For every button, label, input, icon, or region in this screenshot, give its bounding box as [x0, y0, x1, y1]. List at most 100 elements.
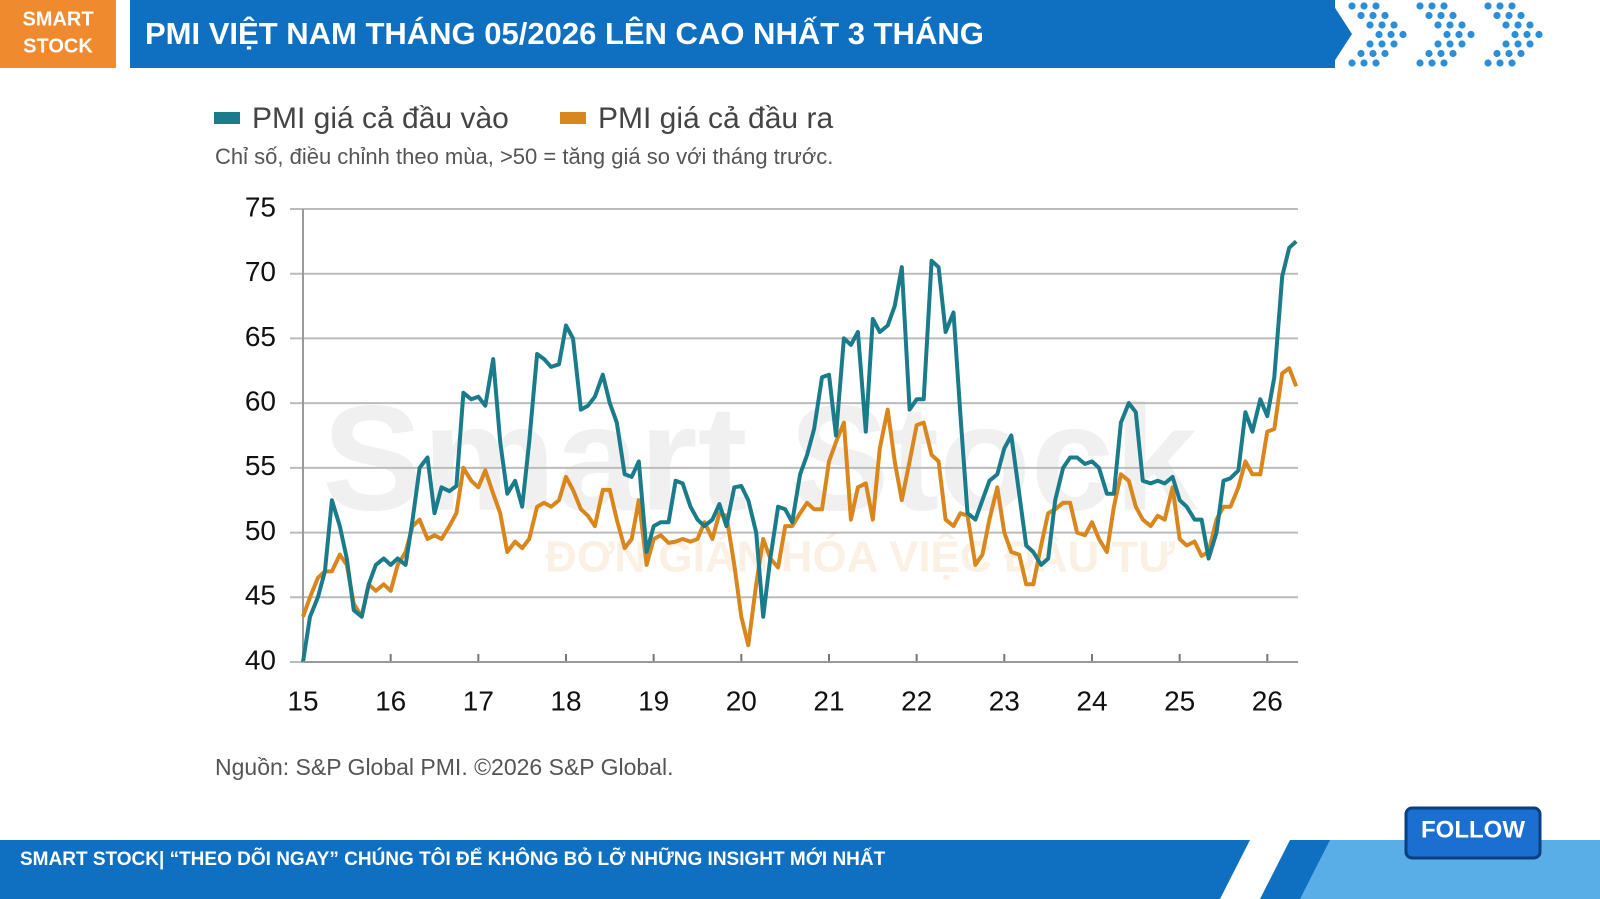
chevron-dot — [1523, 30, 1531, 39]
chevron-dot — [1360, 59, 1368, 67]
chevron-dot — [1366, 21, 1374, 29]
chevron-dot — [1387, 30, 1395, 39]
chevron-dot — [1455, 30, 1463, 39]
chevron-dot — [1372, 59, 1380, 67]
chevron-dot — [1493, 49, 1501, 58]
watermark-tagline: ĐƠN GIẢN HÓA VIỆC ĐẦU TƯ — [545, 532, 1175, 582]
x-tick-label: 19 — [638, 685, 669, 716]
chevron-dot — [1375, 30, 1383, 39]
plot-area: 40 45 50 55 60 65 70 75 15 16 17 18 19 20 21 22 23 24 25 26 — [245, 191, 1299, 716]
chevron-dot — [1502, 21, 1510, 29]
x-tick-label: 24 — [1076, 685, 1107, 716]
x-tick-label: 26 — [1252, 685, 1283, 716]
series-line — [301, 366, 1299, 648]
chevron-dot — [1514, 21, 1522, 29]
y-tick-label: 45 — [245, 580, 276, 611]
chevron-dot — [1517, 11, 1525, 20]
chevron-dot — [1372, 2, 1380, 10]
chevron-dot — [1484, 59, 1492, 67]
chevron-dot — [1502, 40, 1510, 48]
chevron-dot — [1390, 40, 1398, 48]
chevron-dot — [1496, 59, 1504, 67]
chevron-dot — [1517, 49, 1525, 58]
chevron-dot — [1535, 30, 1543, 39]
x-tick-label: 16 — [375, 685, 406, 716]
chevron-dot — [1348, 2, 1356, 10]
chevron-dot — [1514, 40, 1522, 48]
chevron-dot — [1440, 59, 1448, 67]
chevron-dot — [1425, 49, 1433, 58]
chevron-dot — [1348, 59, 1356, 67]
footer-text: SMART STOCK| “THEO DÕI NGAY” CHÚNG TÔI Đ… — [20, 848, 886, 870]
chevron-dot — [1378, 40, 1386, 48]
chevron-dot — [1434, 21, 1442, 29]
chevron-dot — [1446, 40, 1454, 48]
header-bar — [130, 0, 1335, 68]
chevron-dot — [1369, 11, 1377, 20]
x-tick-label: 25 — [1164, 685, 1195, 716]
chevron-dot — [1505, 11, 1513, 20]
chevron-dot — [1458, 40, 1466, 48]
x-tick-label: 15 — [287, 685, 318, 716]
follow-button-label[interactable]: FOLLOW — [1421, 816, 1525, 843]
legend-swatch — [214, 112, 240, 124]
chevron-dot — [1378, 21, 1386, 29]
y-tick-label: 60 — [245, 386, 276, 417]
chevron-dot — [1360, 2, 1368, 10]
chevron-dot — [1484, 2, 1492, 10]
chevron-dot — [1511, 30, 1519, 39]
y-tick-label: 75 — [245, 191, 276, 222]
follow-button[interactable] — [1404, 806, 1542, 860]
chevron-dot — [1446, 21, 1454, 29]
series-line — [301, 239, 1298, 663]
chevron-decoration — [1348, 2, 1543, 67]
chevron-dot — [1416, 2, 1424, 10]
chevron-dot — [1449, 49, 1457, 58]
chevron-dot — [1526, 40, 1534, 48]
chevron-dot — [1425, 11, 1433, 20]
chevron-dot — [1467, 30, 1475, 39]
x-tick-label: 20 — [726, 685, 757, 716]
chevron-dot — [1505, 49, 1513, 58]
legend-swatch — [560, 112, 586, 124]
chevron-dot — [1437, 11, 1445, 20]
y-tick-label: 55 — [245, 450, 276, 481]
chevron-dot — [1369, 49, 1377, 58]
chevron-dot — [1390, 21, 1398, 29]
chevron-dot — [1508, 59, 1516, 67]
chart-source: Nguồn: S&P Global PMI. ©2026 S&P Global. — [215, 754, 673, 780]
chevron-dot — [1357, 11, 1365, 20]
chevron-dot — [1366, 40, 1374, 48]
logo-box — [0, 0, 116, 68]
footer-stripe — [1220, 840, 1290, 899]
x-tick-label: 23 — [989, 685, 1020, 716]
chart-subtitle: Chỉ số, điều chỉnh theo mùa, >50 = tăng … — [215, 144, 833, 169]
x-tick-label: 22 — [901, 685, 932, 716]
chevron-dot — [1449, 11, 1457, 20]
chevron-dot — [1381, 11, 1389, 20]
chevron-dot — [1508, 2, 1516, 10]
chevron-dot — [1496, 2, 1504, 10]
legend-label: PMI giá cả đầu ra — [598, 102, 833, 135]
chevron-dot — [1440, 2, 1448, 10]
chevron-dot — [1443, 30, 1451, 39]
x-tick-label: 18 — [550, 685, 581, 716]
chevron-dot — [1399, 30, 1407, 39]
chevron-dot — [1428, 2, 1436, 10]
chevron-dot — [1357, 49, 1365, 58]
logo-text: STOCK — [23, 35, 93, 57]
chevron-dot — [1381, 49, 1389, 58]
chevron-dot — [1434, 40, 1442, 48]
chevron-dot — [1526, 21, 1534, 29]
y-tick-label: 40 — [245, 644, 276, 675]
header-title: PMI VIỆT NAM THÁNG 05/2026 LÊN CAO NHẤT … — [145, 15, 984, 51]
legend-label: PMI giá cả đầu vào — [252, 102, 509, 135]
chevron-dot — [1458, 21, 1466, 29]
chevron-dot — [1493, 11, 1501, 20]
x-tick-label: 17 — [463, 685, 494, 716]
header-arrow — [1330, 0, 1352, 68]
y-tick-label: 70 — [245, 256, 276, 287]
chevron-dot — [1437, 49, 1445, 58]
y-tick-label: 50 — [245, 515, 276, 546]
